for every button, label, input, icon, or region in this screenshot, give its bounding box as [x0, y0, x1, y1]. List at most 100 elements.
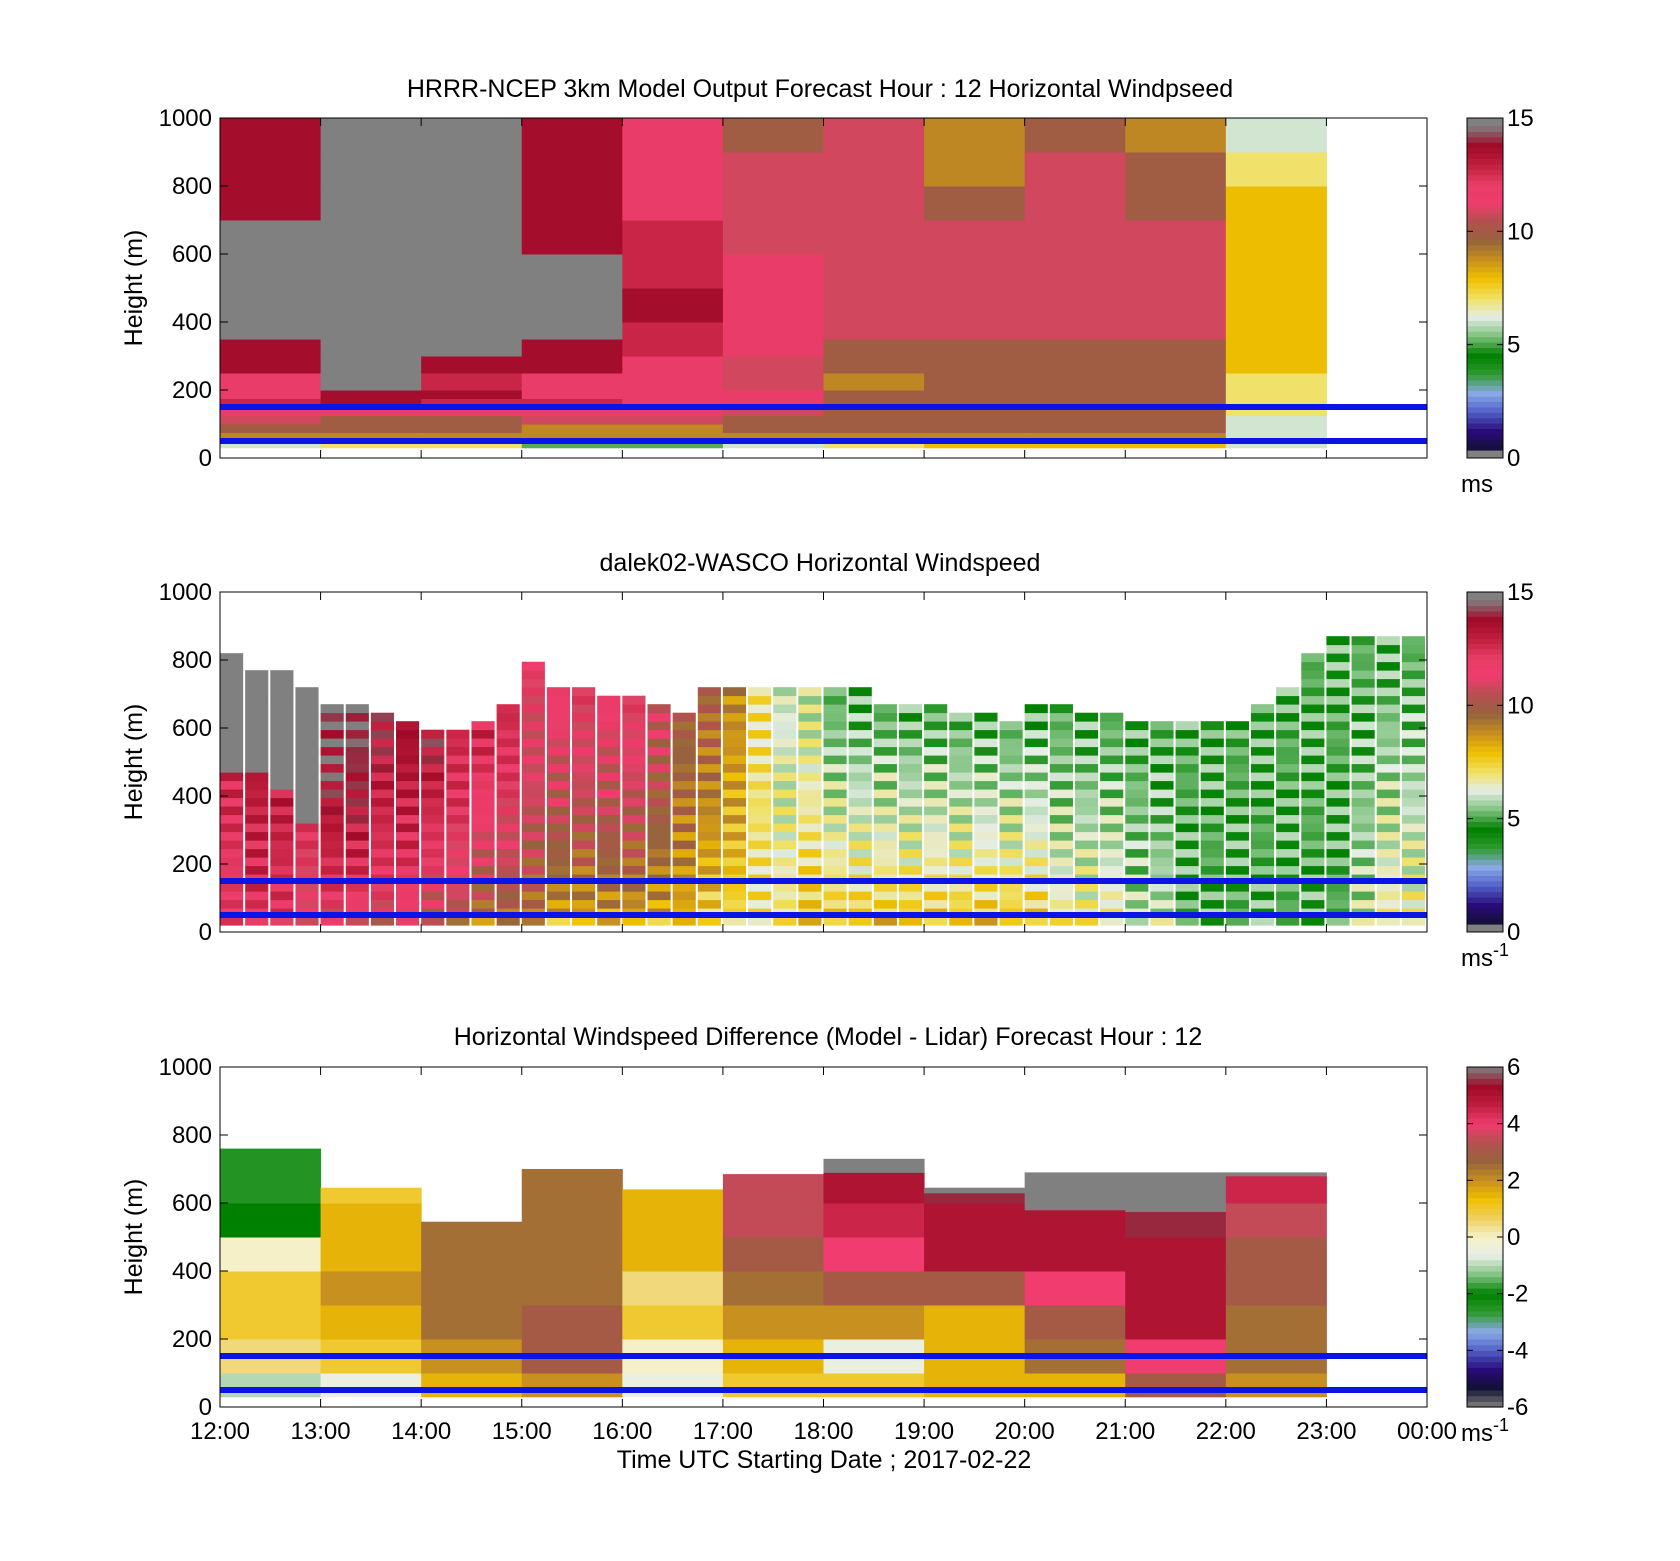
- heatmap-cell: [1125, 441, 1227, 449]
- heatmap-cell: [471, 882, 495, 892]
- heatmap-cell: [697, 755, 721, 765]
- heatmap-cell: [572, 848, 596, 858]
- heatmap-cell: [1326, 772, 1350, 782]
- heatmap-cell: [722, 441, 824, 449]
- heatmap-cell: [421, 441, 523, 449]
- colorbar-tick-label: -2: [1507, 1281, 1528, 1308]
- heatmap-cell: [898, 916, 923, 926]
- heatmap-cell: [421, 1373, 523, 1398]
- heatmap-cell: [924, 780, 948, 790]
- heatmap-cell: [572, 755, 596, 765]
- heatmap-cell: [1200, 721, 1224, 731]
- heatmap-cell: [1200, 891, 1224, 901]
- colorbar-swatch: [1467, 293, 1503, 300]
- heatmap-cell: [647, 797, 671, 807]
- heatmap-cell: [924, 1373, 1026, 1398]
- heatmap-cell: [220, 687, 244, 697]
- heatmap-cell: [295, 687, 319, 697]
- heatmap-cell: [1250, 848, 1275, 858]
- heatmap-cell: [1351, 704, 1375, 714]
- colorbar-swatch: [1467, 126, 1503, 132]
- heatmap-cell: [672, 755, 696, 765]
- heatmap-cell: [1301, 780, 1325, 790]
- heatmap-cell: [697, 695, 721, 705]
- heatmap-cell: [873, 738, 897, 748]
- heatmap-cell: [295, 865, 319, 875]
- heatmap-cell: [446, 738, 470, 748]
- heatmap-cell: [220, 678, 244, 688]
- heatmap-cell: [320, 738, 344, 748]
- heatmap-cell: [320, 806, 344, 816]
- heatmap-cell: [320, 891, 344, 901]
- heatmap-cell: [1024, 339, 1126, 357]
- heatmap-cell: [245, 814, 269, 824]
- heatmap-cell: [521, 118, 623, 153]
- colorbar-swatch: [1467, 223, 1503, 230]
- heatmap-cell: [521, 789, 545, 799]
- colorbar-swatch: [1467, 131, 1503, 138]
- colorbar-swatch: [1467, 1197, 1503, 1204]
- colorbar-swatch: [1467, 810, 1503, 817]
- colorbar-swatch: [1467, 1276, 1503, 1283]
- heatmap-cell: [999, 738, 1023, 748]
- heatmap-cell: [1225, 721, 1249, 731]
- heatmap-cell: [546, 780, 571, 790]
- heatmap-cell: [798, 882, 822, 892]
- heatmap-cell: [823, 729, 847, 739]
- heatmap-cell: [1150, 882, 1174, 892]
- colorbar-swatch: [1467, 385, 1503, 392]
- heatmap-cell: [245, 704, 269, 714]
- heatmap-cell: [1376, 695, 1400, 705]
- colorbar-swatch: [1467, 702, 1503, 709]
- heatmap-cell: [773, 772, 797, 782]
- heatmap-cell: [1175, 806, 1199, 816]
- heatmap-cell: [748, 823, 772, 833]
- heatmap-cell: [873, 712, 897, 722]
- heatmap-cell: [1024, 288, 1126, 306]
- heatmap-cell: [1200, 738, 1224, 748]
- heatmap-cell: [1401, 704, 1425, 714]
- heatmap-cell: [1301, 831, 1325, 841]
- heatmap-cell: [1074, 823, 1099, 833]
- heatmap-cell: [647, 755, 671, 765]
- heatmap-cell: [320, 220, 422, 255]
- heatmap-cell: [1301, 806, 1325, 816]
- heatmap-cell: [245, 738, 269, 748]
- heatmap-cell: [270, 857, 294, 867]
- heatmap-cell: [722, 695, 747, 705]
- heatmap-cell: [1049, 712, 1073, 722]
- heatmap-cell: [1200, 789, 1224, 799]
- heatmap-cell: [220, 1169, 322, 1204]
- heatmap-cell: [773, 882, 797, 892]
- heatmap-cell: [546, 899, 571, 909]
- heatmap-cell: [622, 899, 646, 909]
- heatmap-cell: [1074, 797, 1099, 807]
- heatmap-cell: [1351, 687, 1375, 697]
- heatmap-cell: [295, 721, 319, 731]
- colorbar-swatch: [1467, 325, 1503, 332]
- heatmap-cell: [1074, 882, 1099, 892]
- heatmap-cell: [546, 857, 571, 867]
- heatmap-cell: [898, 729, 923, 739]
- heatmap-cell: [421, 152, 523, 187]
- heatmap-cell: [421, 1221, 523, 1238]
- heatmap-cell: [370, 823, 395, 833]
- heatmap-cell: [999, 746, 1023, 756]
- heatmap-cell: [1376, 636, 1400, 646]
- heatmap-cell: [1225, 899, 1249, 909]
- panel-2-y-axis-label: Height (m): [120, 704, 148, 821]
- heatmap-cell: [748, 857, 772, 867]
- heatmap-cell: [1100, 780, 1124, 790]
- heatmap-cell: [345, 916, 369, 926]
- heatmap-cell: [345, 831, 369, 841]
- heatmap-cell: [1301, 653, 1325, 663]
- heatmap-cell: [1024, 1271, 1126, 1306]
- heatmap-cell: [396, 899, 420, 909]
- heatmap-cell: [521, 840, 545, 850]
- heatmap-cell: [1125, 373, 1227, 391]
- heatmap-cell: [446, 916, 470, 926]
- heatmap-cell: [446, 797, 470, 807]
- heatmap-cell: [446, 780, 470, 790]
- heatmap-cell: [1150, 772, 1174, 782]
- heatmap-cell: [421, 288, 523, 306]
